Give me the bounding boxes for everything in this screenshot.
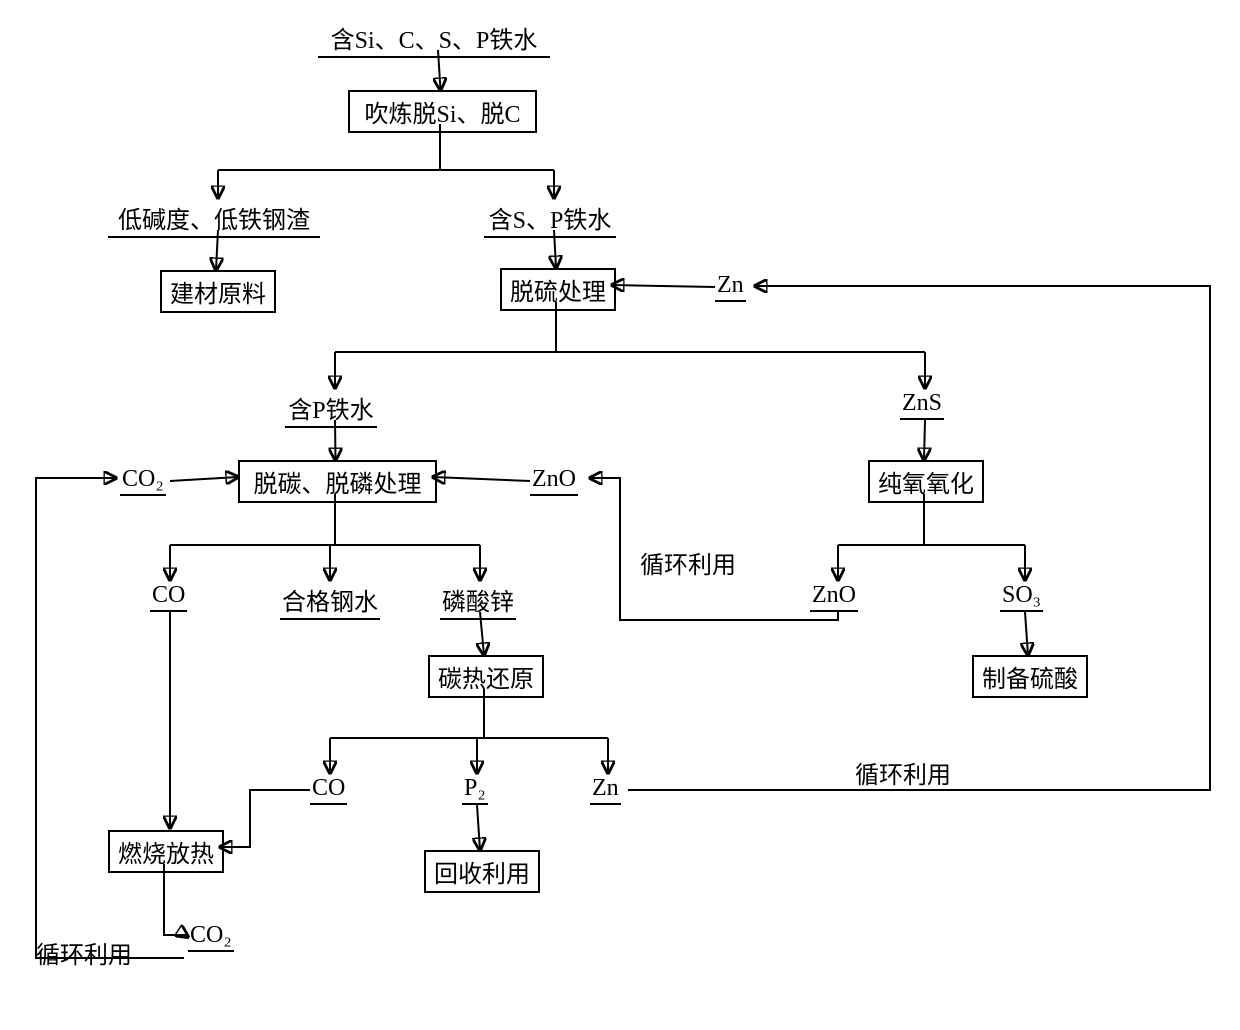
edge (924, 420, 925, 460)
edge (477, 805, 480, 850)
edge (170, 477, 238, 481)
edge (612, 285, 715, 287)
node-steel: 合格钢水 (280, 582, 380, 620)
node-burn: 燃烧放热 (108, 830, 224, 873)
node-blow: 吹炼脱Si、脱C (348, 90, 537, 133)
node-zno_out: ZnO (810, 582, 858, 612)
node-pureox: 纯氧氧化 (868, 460, 984, 503)
node-zn_out: Zn (590, 775, 621, 805)
edge (1025, 612, 1028, 655)
node-pwater: 含P铁水 (285, 390, 377, 428)
node-lowslag: 低碱度、低铁钢渣 (108, 200, 320, 238)
node-zno_in: ZnO (530, 466, 578, 496)
edge (220, 790, 310, 847)
node-src: 含Si、C、S、P铁水 (318, 20, 550, 58)
edge (628, 286, 1210, 790)
node-co_1: CO (150, 582, 187, 612)
annotation-xh3: 循环利用 (36, 935, 132, 970)
edge (433, 477, 530, 481)
node-jiancai: 建材原料 (160, 270, 276, 313)
node-zn_in: Zn (715, 272, 746, 302)
edge (36, 478, 184, 958)
node-recycle: 回收利用 (424, 850, 540, 893)
node-so3: SO₃ (1000, 582, 1043, 612)
node-decp: 脱碳、脱磷处理 (238, 460, 437, 503)
node-znp: 磷酸锌 (440, 582, 516, 620)
node-spwater: 含S、P铁水 (484, 200, 616, 238)
annotation-xh2: 循环利用 (855, 755, 951, 790)
node-zns: ZnS (900, 390, 944, 420)
node-carbored: 碳热还原 (428, 655, 544, 698)
node-desulf: 脱硫处理 (500, 268, 616, 311)
node-h2so4: 制备硫酸 (972, 655, 1088, 698)
annotation-xh1: 循环利用 (640, 545, 736, 580)
node-co2_in: CO₂ (120, 466, 166, 496)
node-co2_out: CO₂ (188, 922, 234, 952)
edge (164, 864, 188, 937)
node-co_2: CO (310, 775, 347, 805)
node-p2: P₂ (462, 775, 488, 805)
